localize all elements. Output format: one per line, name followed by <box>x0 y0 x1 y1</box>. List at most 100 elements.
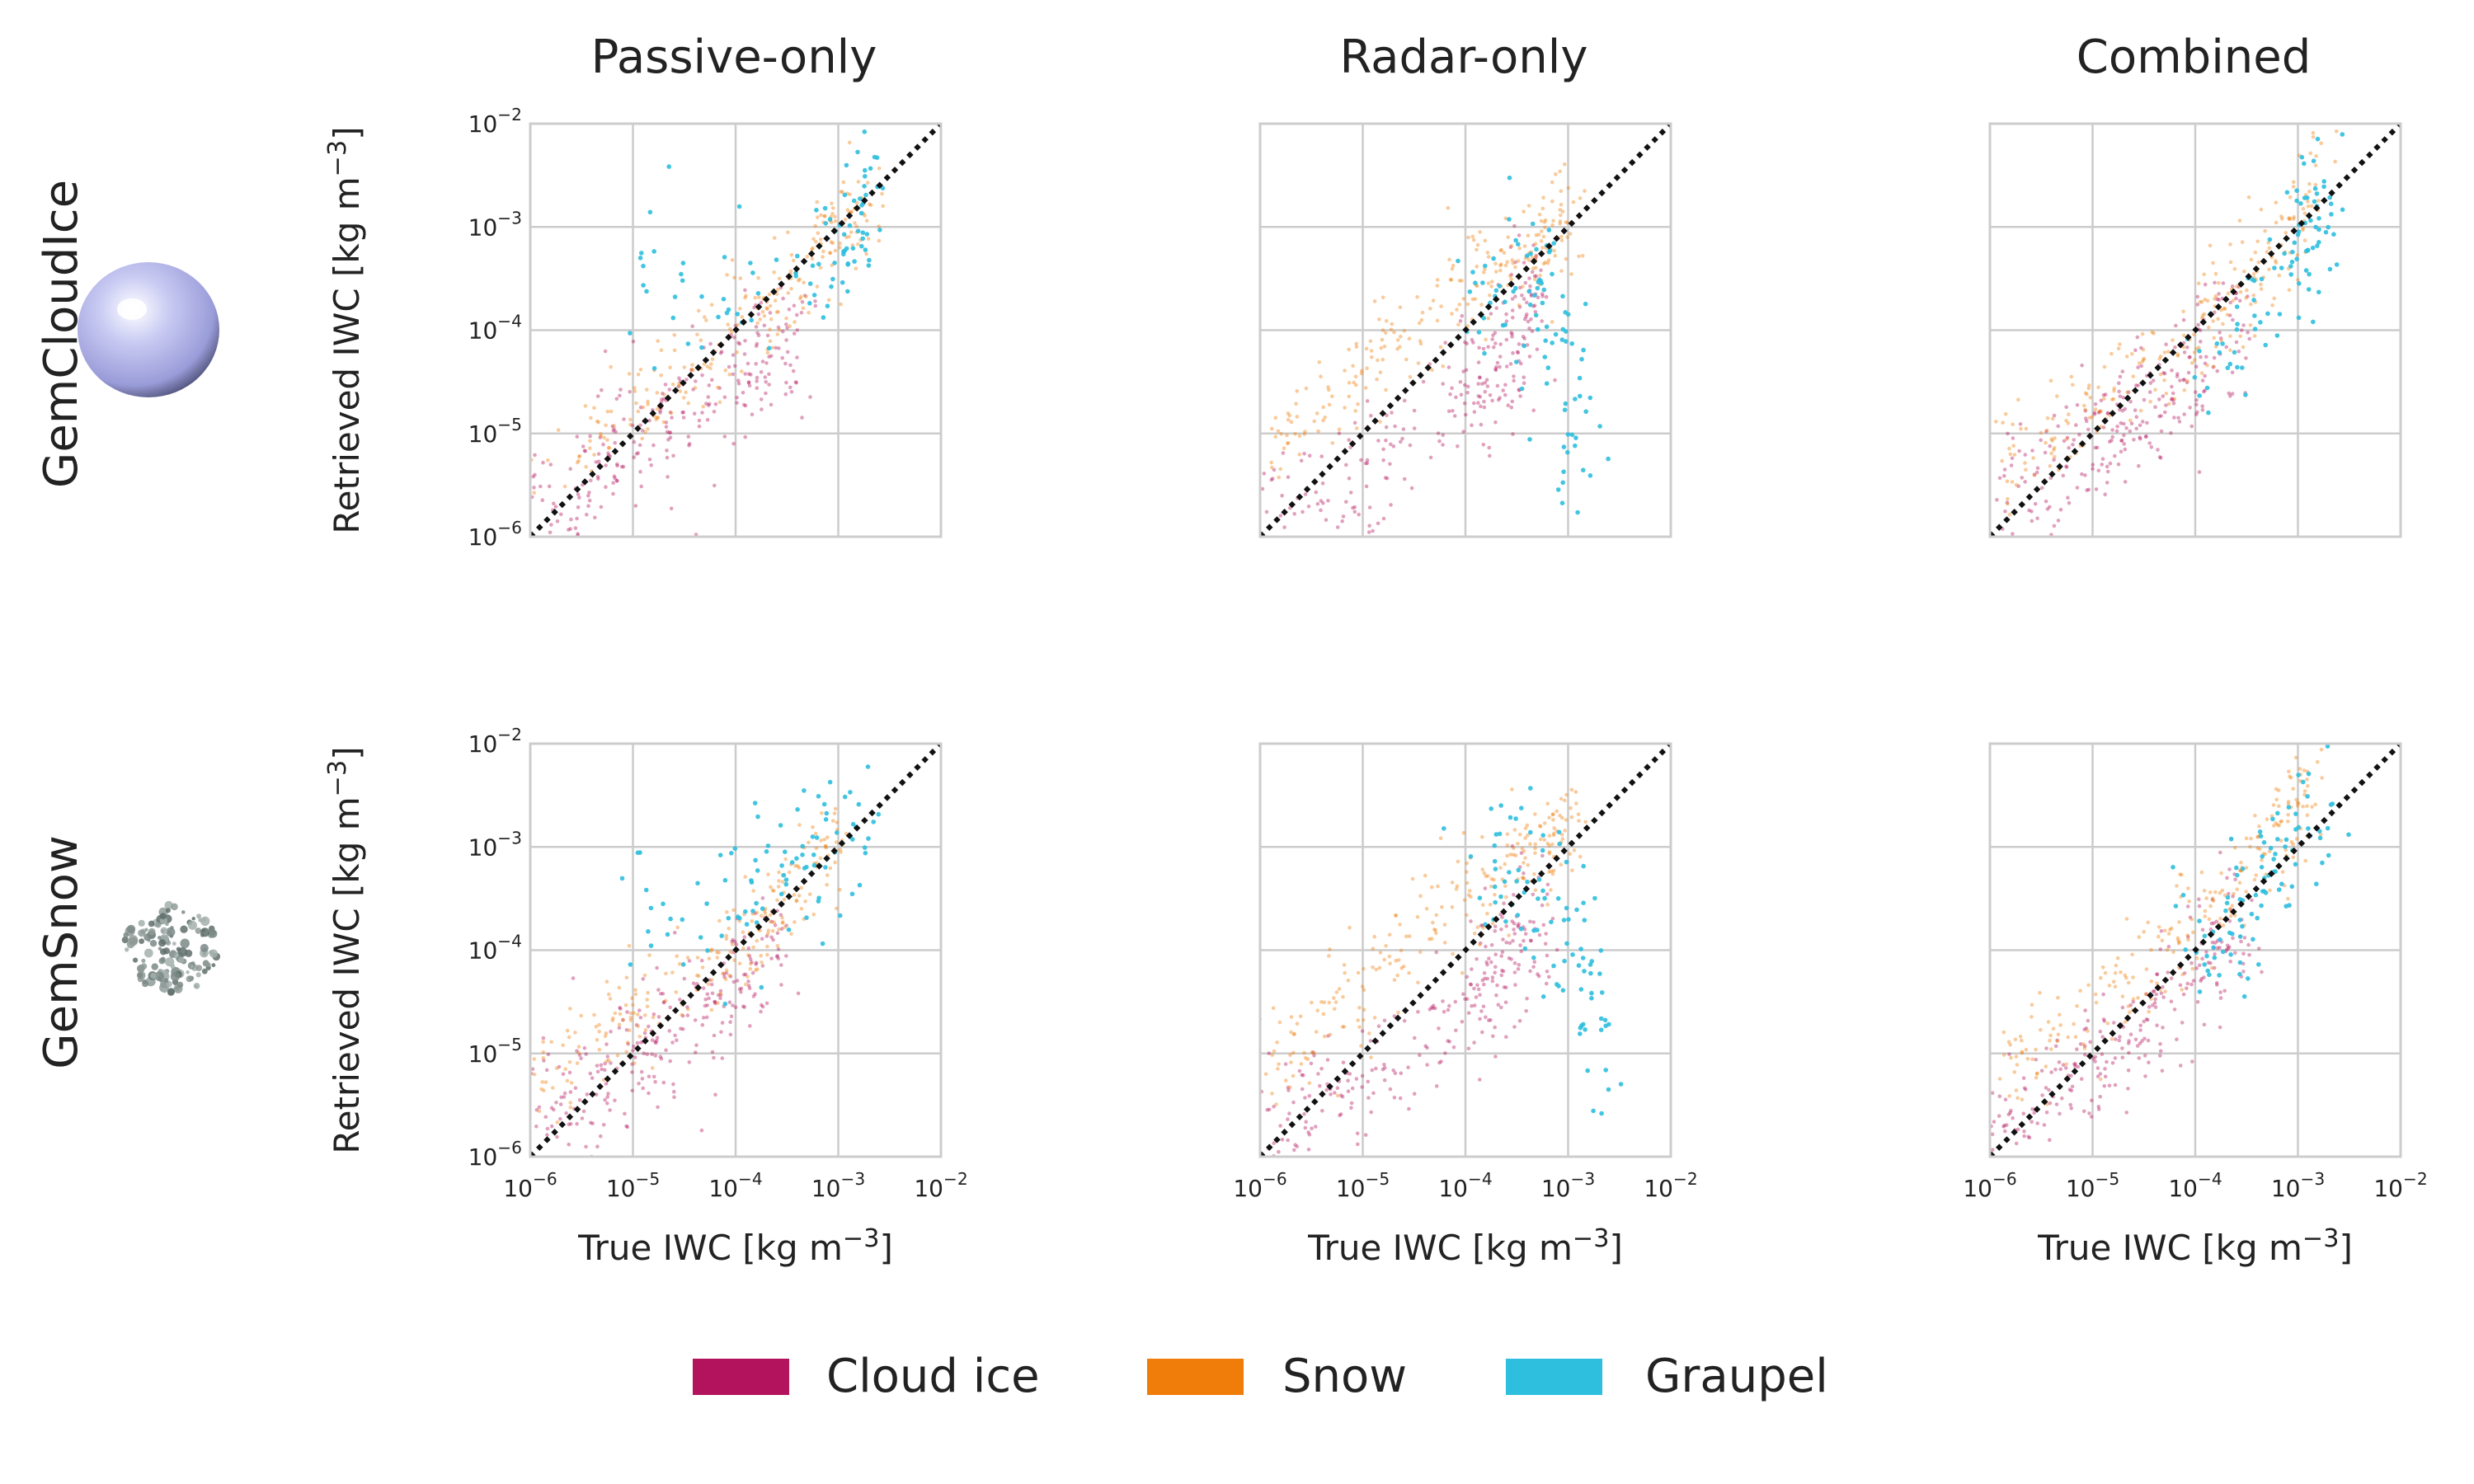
point-cloud-ice <box>638 405 643 410</box>
point-snow <box>839 850 843 854</box>
point-cloud-ice <box>582 1046 587 1050</box>
point-cloud-ice <box>1382 1018 1387 1023</box>
point-graupel <box>867 257 872 263</box>
point-cloud-ice <box>2020 476 2025 480</box>
point-snow <box>2053 436 2057 440</box>
point-graupel <box>1544 324 1550 330</box>
point-cloud-ice <box>604 1082 609 1086</box>
point-snow <box>2334 129 2339 134</box>
point-cloud-ice <box>720 1056 725 1060</box>
point-cloud-ice <box>669 506 674 511</box>
point-graupel <box>2301 779 2306 785</box>
point-cloud-ice <box>2044 1046 2048 1050</box>
point-cloud-ice <box>1319 508 1323 513</box>
point-cloud-ice <box>665 430 670 434</box>
point-snow <box>1486 874 1490 878</box>
point-snow <box>2016 397 2020 402</box>
point-cloud-ice <box>718 996 722 1001</box>
point-snow <box>2244 866 2249 870</box>
point-snow <box>1510 787 1514 791</box>
point-snow <box>2279 819 2284 824</box>
point-snow <box>2114 963 2119 968</box>
point-cloud-ice <box>2161 394 2166 398</box>
point-snow <box>2143 992 2148 996</box>
point-snow <box>835 820 840 824</box>
point-cloud-ice <box>2139 345 2143 350</box>
point-graupel <box>1564 905 1569 911</box>
point-graupel <box>835 830 840 835</box>
point-cloud-ice <box>1465 997 1470 1002</box>
point-snow <box>723 368 728 373</box>
point-graupel <box>1599 990 1605 995</box>
point-snow <box>1559 189 1564 194</box>
point-snow <box>2295 801 2300 805</box>
point-cloud-ice <box>1529 317 1533 322</box>
point-snow <box>799 907 804 911</box>
point-cloud-ice <box>1442 1009 1446 1014</box>
point-cloud-ice <box>2237 298 2242 303</box>
point-graupel <box>2312 199 2317 204</box>
point-cloud-ice <box>585 512 589 517</box>
point-cloud-ice <box>746 372 751 376</box>
point-cloud-ice <box>1389 442 1393 447</box>
point-snow <box>2177 920 2181 924</box>
point-cloud-ice <box>2203 282 2208 287</box>
point-snow <box>1489 279 1494 284</box>
point-cloud-ice <box>716 993 721 998</box>
point-snow <box>1456 859 1460 864</box>
point-snow <box>2233 846 2237 850</box>
point-cloud-ice <box>671 1082 675 1087</box>
snow-crystal <box>158 936 162 940</box>
point-cloud-ice <box>2158 947 2163 951</box>
point-cloud-ice <box>694 1043 698 1047</box>
point-snow <box>2291 842 2295 847</box>
point-cloud-ice <box>2123 480 2128 484</box>
point-snow <box>789 253 794 257</box>
point-cloud-ice <box>1509 331 1513 335</box>
point-cloud-ice <box>1506 403 1511 408</box>
point-cloud-ice <box>1319 1066 1324 1071</box>
point-cloud-ice <box>1427 1007 1432 1012</box>
point-snow <box>2123 1020 2128 1024</box>
snow-crystal <box>171 903 178 911</box>
point-snow <box>646 427 650 431</box>
point-cloud-ice <box>1443 340 1447 345</box>
point-graupel <box>851 198 857 204</box>
point-snow <box>741 930 745 934</box>
point-cloud-ice <box>661 1000 666 1005</box>
point-snow <box>2097 410 2102 414</box>
point-snow <box>2045 416 2050 420</box>
point-snow <box>2306 204 2311 209</box>
point-cloud-ice <box>1291 1100 1296 1105</box>
point-cloud-ice <box>630 1062 634 1067</box>
point-cloud-ice <box>755 379 759 383</box>
point-cloud-ice <box>2191 979 2196 983</box>
series-snow <box>1994 129 2339 517</box>
point-snow <box>770 928 775 933</box>
point-cloud-ice <box>2172 1007 2177 1012</box>
point-graupel <box>1489 806 1493 811</box>
point-cloud-ice <box>2134 415 2139 420</box>
point-snow <box>1577 254 1581 259</box>
point-cloud-ice <box>1376 439 1380 443</box>
point-cloud-ice <box>2197 963 2202 968</box>
point-cloud-ice <box>2181 378 2185 383</box>
point-cloud-ice <box>813 303 818 308</box>
point-cloud-ice <box>2132 438 2136 442</box>
point-cloud-ice <box>1265 1107 1269 1112</box>
point-snow <box>1547 870 1551 874</box>
snow-crystal <box>137 972 143 978</box>
point-cloud-ice <box>2210 897 2215 902</box>
point-cloud-ice <box>2163 410 2167 415</box>
point-cloud-ice <box>748 1024 752 1028</box>
point-snow <box>2048 1047 2053 1051</box>
point-snow <box>1303 430 1307 434</box>
plot-frame <box>529 122 943 538</box>
point-snow <box>822 214 827 218</box>
point-snow <box>2221 923 2226 928</box>
point-cloud-ice <box>687 1060 692 1064</box>
point-cloud-ice <box>1260 486 1265 491</box>
point-cloud-ice <box>2194 390 2198 394</box>
point-snow <box>1295 1021 1300 1026</box>
point-snow <box>2119 970 2123 974</box>
